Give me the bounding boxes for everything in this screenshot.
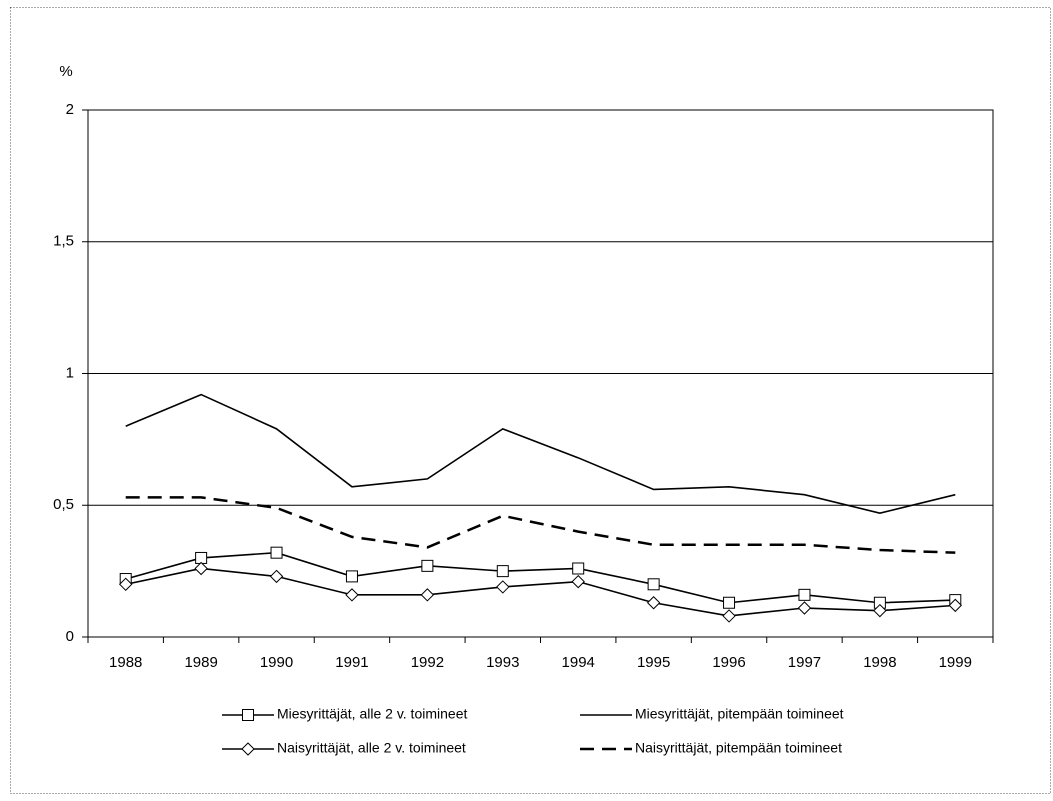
point	[572, 562, 585, 575]
point	[646, 596, 661, 610]
x-tick-label: 1988	[109, 654, 142, 671]
series-line	[125, 496, 956, 554]
point	[948, 598, 962, 613]
x-tick-label: 1998	[863, 654, 896, 671]
point	[496, 580, 510, 594]
legend-label: Naisyrittäjät, pitempään toimineet	[635, 740, 842, 756]
point	[797, 601, 812, 615]
point	[270, 546, 283, 559]
point	[421, 559, 434, 572]
point	[571, 574, 585, 589]
point	[798, 588, 811, 601]
point	[194, 561, 208, 576]
x-tick-label: 1994	[562, 654, 595, 671]
point	[496, 565, 509, 578]
point	[873, 603, 887, 618]
point	[723, 596, 736, 609]
point	[647, 578, 660, 591]
legend-label: Miesyrittäjät, pitempään toimineet	[635, 706, 844, 722]
legend-label: Miesyrittäjät, alle 2 v. toimineet	[277, 706, 467, 722]
series-line	[125, 567, 956, 617]
y-tick-label: 2	[66, 101, 74, 118]
series-line	[125, 393, 956, 514]
legend-label: Naisyrittäjät, alle 2 v. toimineet	[277, 740, 466, 756]
y-tick-label: 0,5	[53, 496, 74, 513]
x-tick-label: 1999	[939, 654, 972, 671]
series-line	[125, 551, 956, 604]
legend-marker	[241, 742, 255, 756]
point	[119, 577, 133, 592]
y-tick-label: 0	[66, 628, 74, 645]
point	[420, 588, 435, 602]
point	[722, 609, 736, 623]
x-tick-label: 1993	[486, 654, 519, 671]
x-tick-label: 1990	[260, 654, 293, 671]
x-tick-label: 1995	[637, 654, 670, 671]
x-tick-label: 1992	[411, 654, 444, 671]
y-tick-label: 1,5	[53, 233, 74, 250]
point	[345, 588, 359, 602]
y-tick-label: 1	[66, 364, 74, 381]
point	[345, 570, 358, 583]
chart-border	[10, 7, 1051, 794]
x-tick-label: 1991	[335, 654, 368, 671]
x-tick-label: 1996	[712, 654, 745, 671]
x-tick-label: 1989	[184, 654, 217, 671]
point	[269, 569, 284, 584]
legend-marker	[242, 709, 254, 721]
x-tick-label: 1997	[788, 654, 821, 671]
y-axis-label: %	[59, 63, 72, 80]
